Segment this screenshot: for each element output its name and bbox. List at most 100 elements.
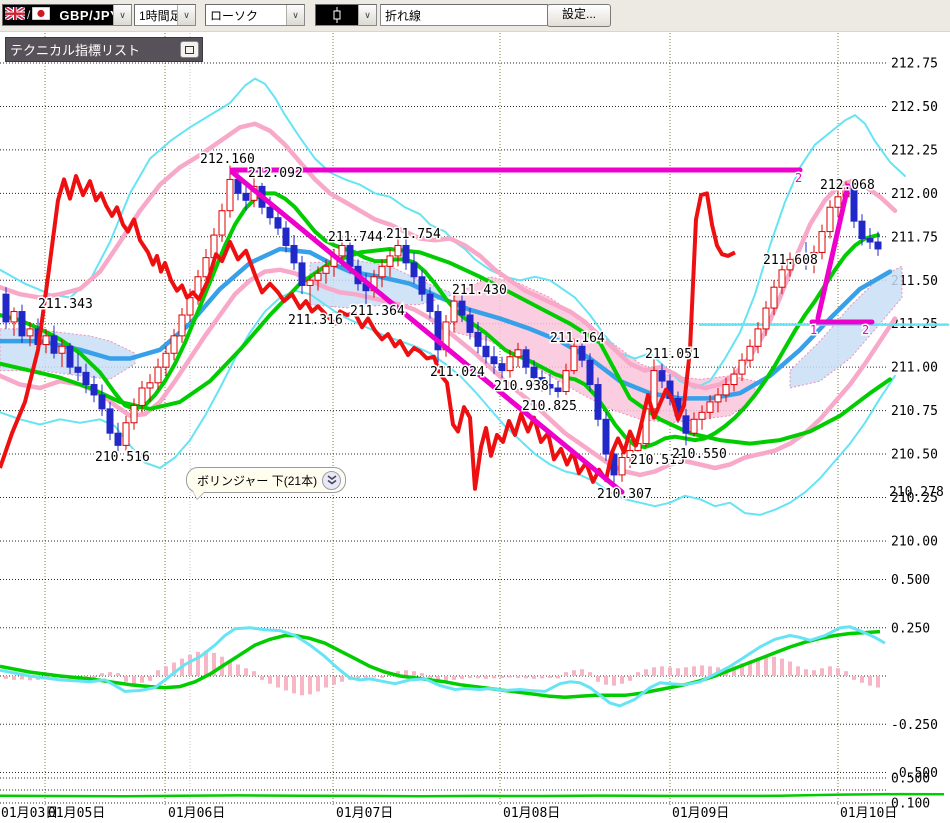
macd-histogram-bar	[428, 676, 432, 679]
candle-body	[682, 415, 690, 434]
macd-histogram-bar	[404, 670, 408, 676]
macd-signal-line	[0, 629, 881, 699]
candle-body	[874, 241, 882, 250]
macd-histogram-bar	[508, 676, 512, 678]
candle-body	[762, 307, 770, 330]
macd-histogram-bar	[572, 670, 576, 676]
candle-body	[690, 418, 698, 434]
candle-style-dropdown[interactable]: ∨	[315, 4, 377, 26]
candle-body	[858, 220, 866, 240]
macd-histogram-bar	[612, 676, 616, 686]
macd-histogram-bar	[212, 652, 216, 676]
candle-body	[658, 370, 666, 382]
date-label: 01月07日	[336, 806, 393, 821]
axis-tick-label: 210.75	[891, 404, 938, 419]
price-annotation: 211.744	[328, 230, 383, 245]
macd-histogram-bar	[652, 667, 656, 676]
candle-body	[202, 257, 210, 278]
macd-histogram-bar	[420, 673, 424, 676]
macd-histogram-bar	[708, 666, 712, 676]
candle-body	[474, 331, 482, 347]
bollinger-lower-3sigma	[0, 289, 896, 516]
date-label: 01月03日	[1, 806, 58, 821]
macd-histogram-bar	[12, 676, 16, 680]
price-annotation: 211.024	[430, 365, 485, 380]
overlay-name-input[interactable]	[380, 4, 548, 26]
axis-tick-label: 211.75	[891, 230, 938, 245]
chart-type-dropdown-arrow-icon[interactable]: ∨	[286, 5, 304, 25]
candle-body	[338, 244, 346, 257]
axis-tick-label: 210.00	[891, 534, 938, 549]
symbol-dropdown[interactable]: / GBP/JPY ∨	[2, 4, 132, 26]
macd-histogram-bar	[276, 676, 280, 688]
candle-body	[346, 244, 354, 267]
trendline-label: 2	[795, 171, 802, 185]
ascending-trendline	[815, 183, 851, 321]
candle-body	[90, 384, 98, 396]
macd-histogram-bar	[108, 672, 112, 676]
settings-button[interactable]: 設定...	[547, 4, 611, 27]
macd-histogram-bar	[740, 663, 744, 676]
candle-body	[530, 366, 538, 379]
macd-histogram-bar	[860, 676, 864, 683]
candle-body	[10, 311, 18, 323]
candle-body	[586, 359, 594, 386]
macd-histogram-bar	[380, 676, 384, 678]
chart-type-dropdown[interactable]: ローソク ∨	[205, 4, 305, 26]
macd-histogram-bar	[124, 676, 128, 682]
candle-body	[450, 300, 458, 323]
panel-title: テクニカル指標リスト	[10, 43, 141, 58]
candle-body	[498, 363, 506, 372]
symbol-dropdown-arrow-icon[interactable]: ∨	[113, 5, 131, 25]
macd-histogram-bar	[604, 676, 608, 685]
macd-histogram-bar	[332, 676, 336, 685]
macd-histogram-bar	[436, 676, 440, 680]
candle-icon	[316, 7, 358, 23]
macd-histogram-bar	[460, 676, 464, 679]
symbol-label: GBP/JPY	[59, 7, 113, 23]
axis-tick-label: -0.250	[891, 718, 938, 733]
restore-window-button[interactable]	[180, 41, 199, 58]
candle-body	[818, 231, 826, 253]
date-label: 01月09日	[672, 806, 729, 821]
macd-histogram-bar	[852, 676, 856, 680]
candle-style-dropdown-arrow-icon[interactable]: ∨	[358, 5, 376, 25]
timeframe-dropdown-arrow-icon[interactable]: ∨	[177, 5, 195, 25]
timeframe-dropdown[interactable]: 1時間足 ∨	[134, 4, 196, 26]
macd-histogram-bar	[820, 668, 824, 676]
macd-histogram-bar	[28, 676, 32, 681]
macd-histogram-bar	[540, 676, 544, 679]
macd-histogram-bar	[828, 666, 832, 676]
price-annotation: 210.825	[522, 399, 577, 414]
candle-body	[146, 382, 154, 389]
candle-body	[778, 269, 786, 288]
candle-body	[426, 293, 434, 313]
candle-body	[386, 255, 394, 267]
candle-body	[546, 384, 554, 389]
macd-histogram-bar	[556, 676, 560, 679]
candle-body	[730, 373, 738, 386]
macd-line	[0, 625, 886, 708]
candle-body	[722, 384, 730, 396]
bollinger-upper-3sigma	[0, 77, 906, 389]
macd-histogram-bar	[780, 658, 784, 676]
candle-body	[570, 345, 578, 372]
candle-body	[226, 178, 234, 212]
macd-histogram-bar	[468, 676, 472, 678]
technical-indicator-panel-header[interactable]: テクニカル指標リスト	[5, 37, 203, 62]
candle-body	[266, 206, 274, 219]
chevron-down-double-button[interactable]	[322, 470, 342, 490]
candle-body	[402, 244, 410, 264]
macd-histogram-bar	[564, 672, 568, 676]
japan-flag-icon	[31, 6, 51, 23]
price-annotation: 211.754	[386, 227, 441, 242]
candle-body	[602, 418, 610, 455]
candle-body	[130, 404, 138, 424]
candle-body	[794, 255, 802, 260]
macd-histogram-bar	[500, 676, 504, 678]
macd-histogram-bar	[236, 664, 240, 676]
candle-body	[298, 262, 306, 286]
